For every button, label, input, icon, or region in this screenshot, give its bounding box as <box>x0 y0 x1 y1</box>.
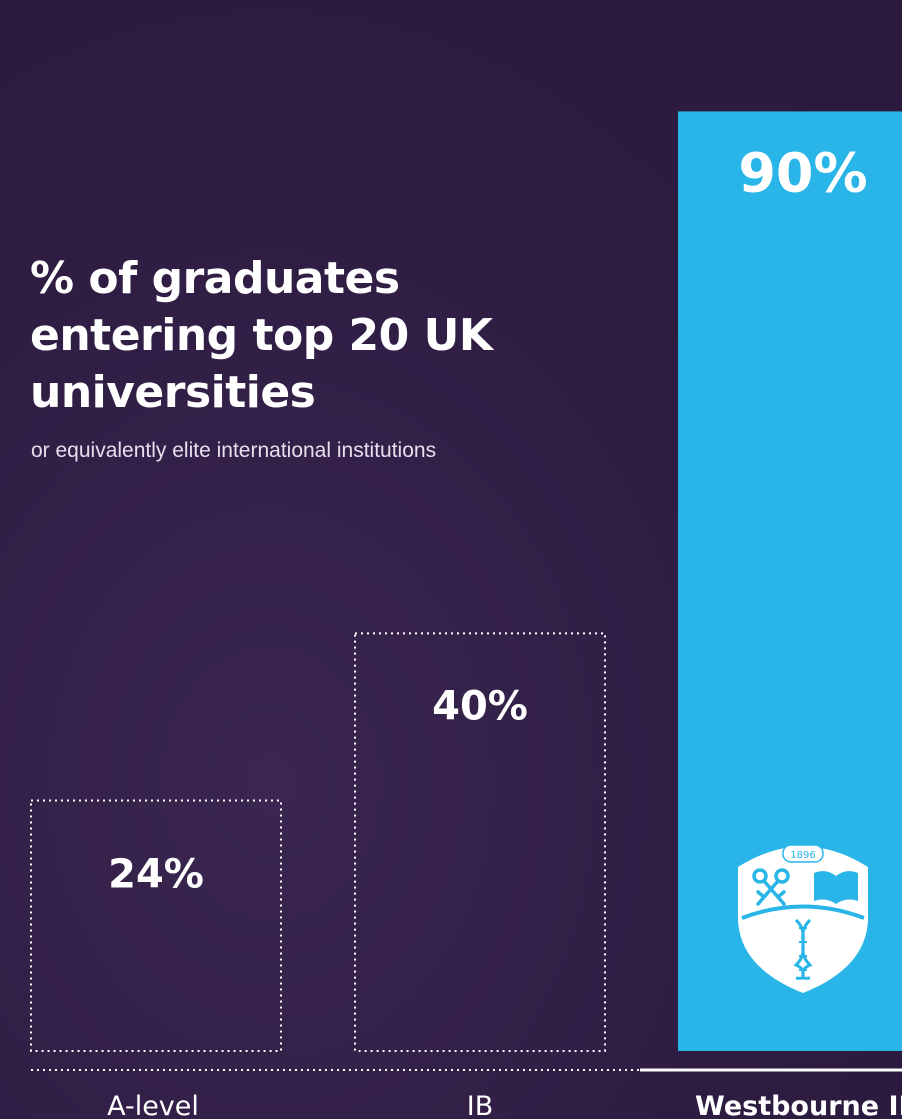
dna-helix-icon <box>793 918 813 980</box>
crest-year: 1896 <box>790 850 815 861</box>
category-label: A-level <box>107 1091 199 1119</box>
crossed-keys-icon <box>752 868 790 906</box>
value-label: 40% <box>432 683 528 729</box>
value-label: 24% <box>108 851 204 897</box>
bar-ib <box>354 632 606 1053</box>
chart-subtitle: or equivalently elite international inst… <box>31 439 437 462</box>
value-label: 90% <box>738 141 867 204</box>
open-book-icon <box>814 871 858 904</box>
category-label: Westbourne IB <box>695 1091 902 1119</box>
bar-a-level <box>30 799 282 1052</box>
chart-title: % of graduates entering top 20 UK univer… <box>30 253 493 418</box>
crest-logo: 1896 <box>738 844 868 993</box>
category-label: IB <box>467 1091 494 1119</box>
